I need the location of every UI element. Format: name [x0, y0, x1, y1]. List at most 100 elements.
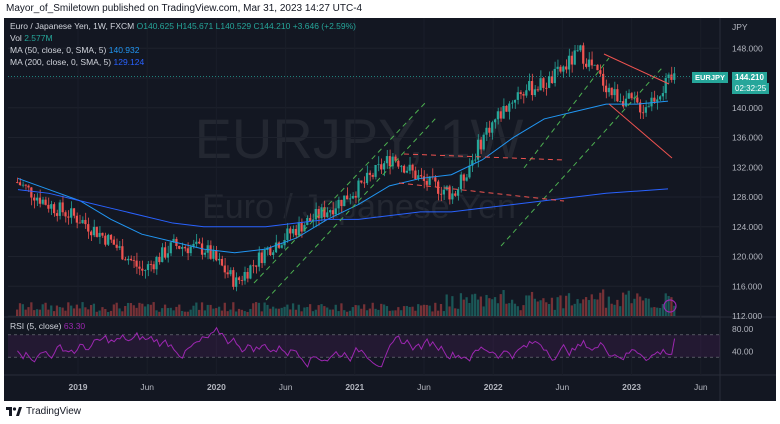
candle-body: [505, 105, 508, 112]
volume-bar: [656, 307, 659, 316]
volume-bar: [89, 305, 93, 316]
candle-body: [92, 226, 96, 236]
volume-bar: [382, 304, 386, 316]
price-axis-tick: 132.000: [732, 162, 763, 172]
legend-rsi-row[interactable]: RSI (5, close) 63.30: [10, 321, 85, 331]
candle-body: [246, 271, 249, 279]
volume-bar: [508, 303, 511, 316]
footer: TradingView: [6, 406, 81, 417]
legend-open: O140.625: [136, 21, 174, 31]
volume-bar: [226, 311, 229, 316]
candle-body: [161, 247, 164, 263]
volume-bar: [346, 311, 349, 316]
candle-body: [27, 185, 30, 188]
candle-body: [641, 112, 645, 114]
volume-bar: [533, 298, 537, 316]
candle-body: [360, 180, 363, 183]
candle-body: [240, 280, 243, 281]
candle-body: [70, 208, 73, 218]
volume-bar: [61, 307, 64, 316]
candle-body: [385, 156, 389, 164]
chart-frame[interactable]: EURJPY, 1W Euro / Japanese Yen JPY 148.000 1…: [4, 18, 776, 401]
volume-bar: [323, 306, 326, 316]
candle-body: [192, 243, 195, 247]
candle-body: [496, 111, 500, 120]
candle-body: [209, 245, 212, 259]
volume-bar: [602, 289, 605, 316]
candle-body: [411, 164, 414, 171]
candle-body: [567, 55, 571, 70]
wedge-upper-line: [603, 53, 670, 85]
volume-bar: [243, 311, 246, 316]
volume-bar: [653, 307, 656, 316]
volume-bar: [485, 294, 488, 316]
candle-body: [539, 78, 542, 91]
candle-body: [33, 197, 36, 201]
candle-body: [286, 228, 289, 240]
volume-bar: [519, 310, 522, 316]
candle-body: [522, 94, 525, 96]
volume-bar: [269, 308, 272, 316]
candle-body: [530, 81, 534, 96]
candle-body: [135, 260, 138, 267]
candle-body: [198, 241, 201, 244]
volume-bar: [570, 305, 573, 316]
legend-ma50-label: MA (50, close, 0, SMA, 5): [10, 45, 107, 55]
volume-bar: [419, 305, 423, 316]
candle-body: [311, 219, 315, 221]
volume-bar: [203, 310, 207, 316]
legend-vol-row[interactable]: Vol 2.577M: [10, 33, 53, 43]
volume-bar: [232, 302, 235, 316]
candle-body: [274, 242, 278, 253]
volume-bar: [141, 303, 144, 316]
candle-body: [400, 165, 403, 167]
volume-bar: [189, 309, 192, 316]
volume-bar: [280, 307, 283, 316]
volume-bar: [496, 303, 500, 316]
legend-ma200-row[interactable]: MA (200, close, 0, SMA, 5) 129.124: [10, 57, 144, 67]
volume-bar: [115, 302, 118, 316]
volume-bar: [351, 307, 354, 316]
volume-bar: [437, 310, 440, 316]
volume-bar: [471, 294, 474, 316]
volume-bar: [354, 305, 357, 316]
volume-bar: [363, 304, 366, 316]
volume-bar: [417, 304, 420, 316]
volume-bar: [104, 309, 107, 316]
volume-bar: [84, 307, 87, 316]
candle-body: [263, 249, 266, 264]
volume-bar: [58, 307, 61, 316]
volume-bar: [72, 308, 76, 316]
publish-header: Mayor_of_Smiletown published on TradingV…: [6, 3, 363, 14]
candle-body: [482, 134, 485, 150]
candle-body: [525, 90, 528, 96]
candle-body: [235, 277, 238, 287]
candle-body: [337, 199, 340, 209]
volume-bar: [482, 306, 485, 316]
candle-body: [16, 182, 19, 183]
volume-bar: [385, 306, 389, 316]
volume-bar: [670, 297, 673, 316]
candle-body: [124, 259, 127, 261]
volume-bar: [172, 310, 175, 316]
candle-body: [545, 87, 548, 89]
legend-ma50-row[interactable]: MA (50, close, 0, SMA, 5) 140.932: [10, 45, 139, 55]
volume-bar: [445, 294, 448, 316]
time-axis-label: Jun: [279, 382, 293, 392]
candle-body: [72, 208, 76, 216]
candle-body: [44, 199, 47, 205]
channel-upper-line: [253, 101, 427, 284]
time-axis-label: Jun: [694, 382, 708, 392]
volume-bar: [289, 309, 292, 316]
candle-body: [186, 248, 189, 254]
volume-group: [16, 289, 676, 316]
candle-body: [493, 119, 497, 123]
legend-ma200-value: 129.124: [113, 57, 145, 67]
candle-body: [81, 219, 84, 224]
legend-ma50-value: 140.932: [108, 45, 140, 55]
volume-bar: [337, 311, 340, 316]
volume-bar: [414, 310, 417, 316]
candle-body: [95, 226, 98, 237]
volume-bar: [394, 310, 397, 316]
